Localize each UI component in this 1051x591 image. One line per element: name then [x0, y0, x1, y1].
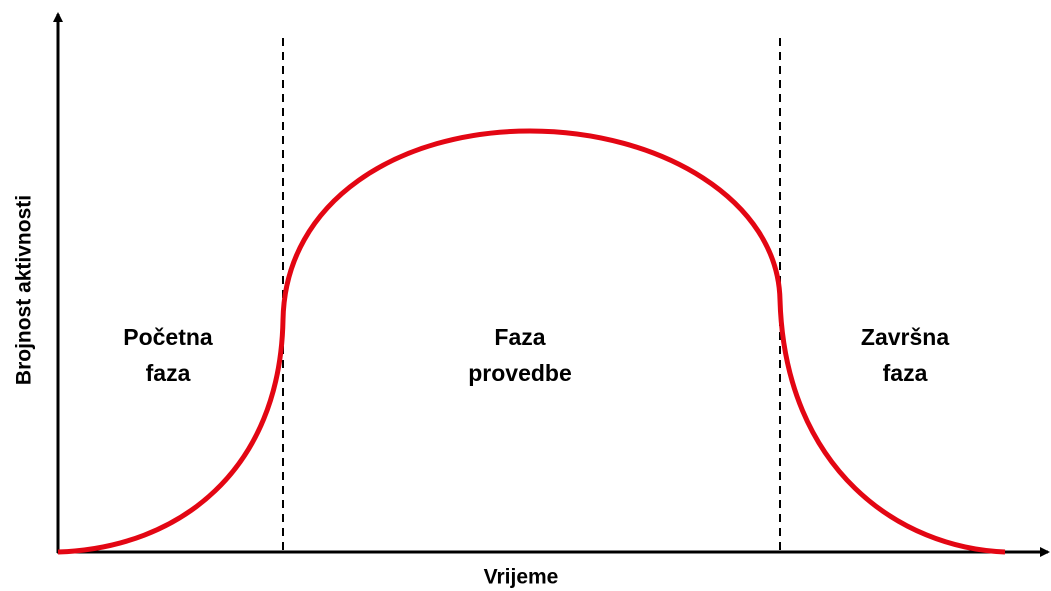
phase-label: faza: [883, 360, 928, 386]
phase-label: provedbe: [468, 360, 572, 386]
x-axis-label: Vrijeme: [484, 566, 559, 589]
y-axis-label: Brojnost aktivnosti: [13, 195, 36, 385]
phase-label: Početna: [123, 324, 213, 350]
phase-label: faza: [146, 360, 191, 386]
activity-curve: [57, 128, 1006, 555]
phase-label: Faza: [494, 324, 545, 350]
phase-label: Završna: [861, 324, 949, 350]
